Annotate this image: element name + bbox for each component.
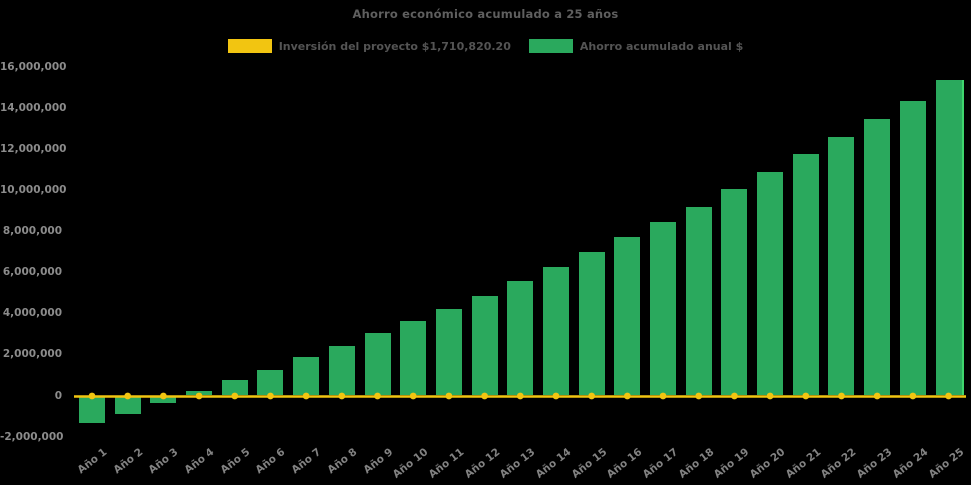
y-axis-tick-label: 16,000,000 xyxy=(0,60,67,73)
bar-year-22 xyxy=(828,136,855,396)
x-axis-label-year-11: Año 11 xyxy=(426,446,467,481)
bar-year-15 xyxy=(578,252,605,396)
bar-year-24 xyxy=(899,100,926,396)
x-axis-label-year-20: Año 20 xyxy=(747,446,788,481)
bar-year-4 xyxy=(186,390,213,396)
bar-year-7 xyxy=(293,357,320,396)
x-axis-label-year-5: Año 5 xyxy=(218,446,253,477)
legend-item-savings[interactable]: Ahorro acumulado anual $ xyxy=(528,39,744,53)
bar-year-23 xyxy=(864,119,891,396)
y-axis-tick-label: 8,000,000 xyxy=(2,225,62,238)
x-axis-label-year-6: Año 6 xyxy=(253,446,288,477)
bar-year-21 xyxy=(792,154,819,396)
x-axis-label-year-2: Año 2 xyxy=(111,446,146,477)
bar-year-2 xyxy=(114,395,141,415)
y-axis-tick-label: 6,000,000 xyxy=(2,266,62,279)
bar-year-25 xyxy=(935,79,962,396)
bar-year-1 xyxy=(79,395,105,424)
x-axis-label-year-13: Año 13 xyxy=(497,446,538,481)
x-axis-label-year-7: Año 7 xyxy=(289,446,324,477)
bar-year-9 xyxy=(364,333,391,396)
bar-year-13 xyxy=(507,281,534,396)
y-axis-tick-label: -2,000,000 xyxy=(0,430,64,443)
bar-year-8 xyxy=(328,345,355,396)
x-axis-label-year-9: Año 9 xyxy=(360,446,395,477)
y-axis-tick-label: 0 xyxy=(54,389,62,402)
legend-label-savings: Ahorro acumulado anual $ xyxy=(579,39,744,53)
bar-year-6 xyxy=(257,369,284,396)
bar-year-18 xyxy=(685,207,712,396)
bar-year-14 xyxy=(542,267,569,396)
bar-year-3 xyxy=(150,395,177,404)
y-axis-tick-label: 12,000,000 xyxy=(0,142,67,155)
x-axis-label-year-22: Año 22 xyxy=(819,446,859,481)
x-axis-label-year-19: Año 19 xyxy=(712,446,752,481)
y-axis-tick-label: 10,000,000 xyxy=(0,183,67,196)
legend-item-investment[interactable]: Inversión del proyecto $1,710,820.20 xyxy=(227,39,511,53)
y-axis-tick-label: 4,000,000 xyxy=(2,307,62,320)
x-axis-label-year-23: Año 23 xyxy=(854,446,895,481)
x-axis-label-year-18: Año 18 xyxy=(676,446,717,481)
bar-year-11 xyxy=(435,308,462,396)
x-axis-label-year-14: Año 14 xyxy=(533,446,574,481)
bar-year-16 xyxy=(614,237,641,396)
x-axis-label-year-10: Año 10 xyxy=(390,446,431,481)
chart-title: Ahorro económico acumulado a 25 años xyxy=(352,7,619,21)
savings-color-swatch xyxy=(528,39,573,53)
bar-year-17 xyxy=(650,222,677,396)
x-axis-label-year-4: Año 4 xyxy=(182,446,217,477)
bar-year-19 xyxy=(721,189,748,396)
x-axis-label-year-21: Año 21 xyxy=(783,446,824,481)
investment-color-swatch xyxy=(227,39,272,53)
x-axis-label-year-1: Año 1 xyxy=(75,446,110,477)
bar-year-20 xyxy=(757,171,784,396)
legend: Inversión del proyecto $1,710,820.20 Aho… xyxy=(0,39,971,53)
x-axis-label-year-3: Año 3 xyxy=(146,446,181,477)
x-axis-label-year-8: Año 8 xyxy=(325,446,360,477)
bar-year-10 xyxy=(400,320,427,396)
x-axis-label-year-24: Año 24 xyxy=(890,446,931,481)
legend-label-investment: Inversión del proyecto $1,710,820.20 xyxy=(278,39,511,53)
bar-year-12 xyxy=(471,295,498,396)
bar-year-5 xyxy=(221,380,248,396)
x-axis-label-year-15: Año 15 xyxy=(569,446,610,481)
x-axis-label-year-25: Año 25 xyxy=(926,446,966,481)
x-axis-label-year-17: Año 17 xyxy=(640,446,681,481)
x-axis-label-year-16: Año 16 xyxy=(604,446,645,481)
y-axis-tick-label: 14,000,000 xyxy=(0,101,67,114)
x-axis-label-year-12: Año 12 xyxy=(462,446,502,481)
y-axis-tick-label: 2,000,000 xyxy=(2,348,62,361)
